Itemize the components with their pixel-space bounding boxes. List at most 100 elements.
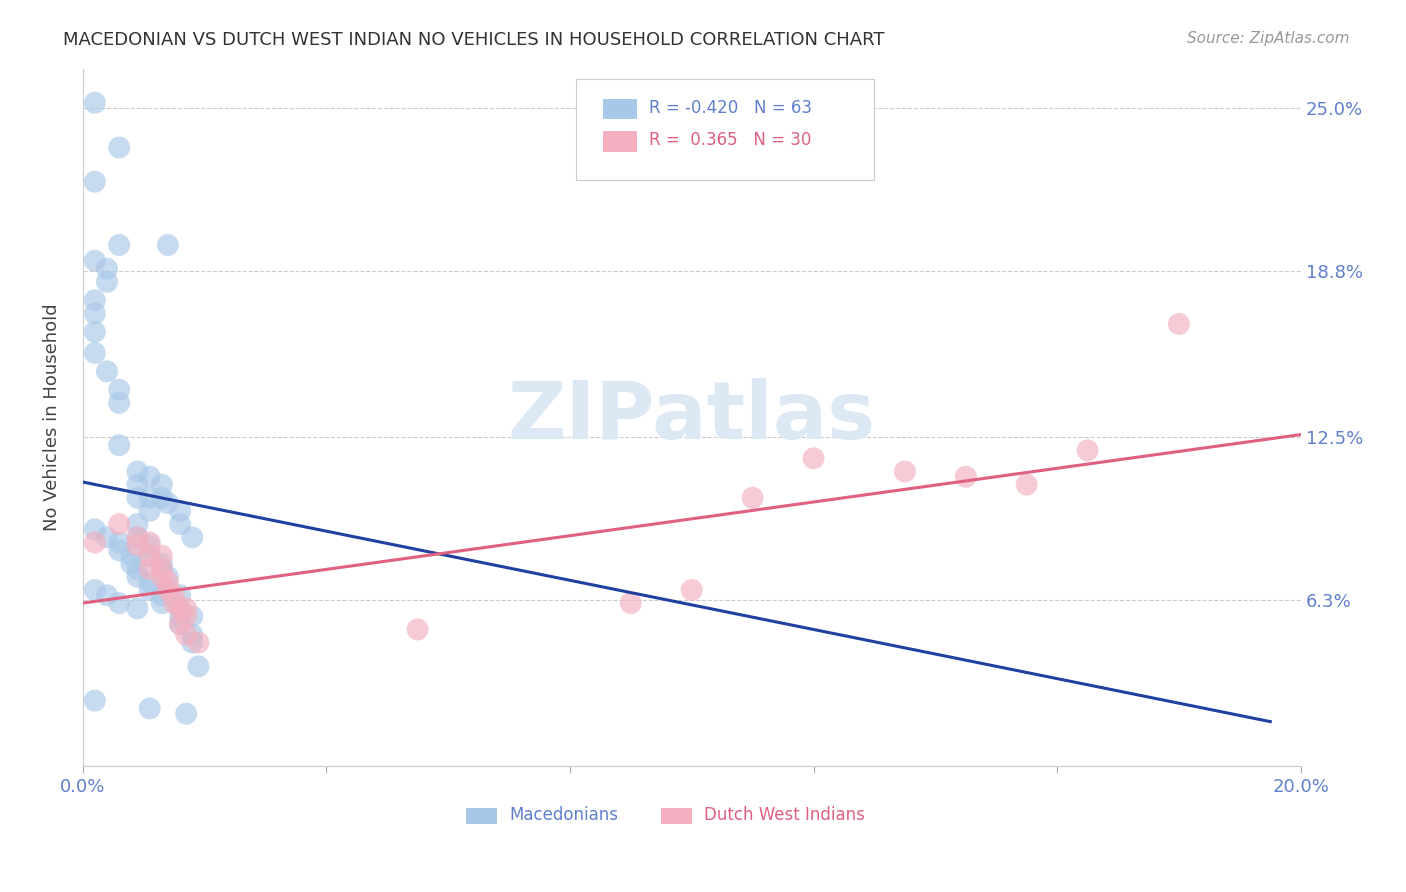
Point <box>83 346 105 360</box>
Point <box>138 562 160 576</box>
Point <box>187 635 209 649</box>
Y-axis label: No Vehicles in Household: No Vehicles in Household <box>44 303 60 532</box>
Point <box>406 623 429 637</box>
Point <box>150 562 173 576</box>
Point <box>169 588 191 602</box>
Point <box>138 549 160 563</box>
Point <box>96 275 118 289</box>
Point <box>83 325 105 339</box>
Point <box>108 396 131 410</box>
Point <box>83 693 105 707</box>
Point <box>83 306 105 320</box>
Point <box>150 477 173 491</box>
Point <box>169 517 191 532</box>
Point <box>138 701 160 715</box>
Text: MACEDONIAN VS DUTCH WEST INDIAN NO VEHICLES IN HOUSEHOLD CORRELATION CHART: MACEDONIAN VS DUTCH WEST INDIAN NO VEHIC… <box>63 31 884 49</box>
Point <box>181 530 204 544</box>
Point <box>741 491 763 505</box>
Point <box>127 601 149 615</box>
Point <box>96 588 118 602</box>
Point <box>174 601 197 615</box>
Point <box>96 364 118 378</box>
Point <box>803 451 825 466</box>
Text: Source: ZipAtlas.com: Source: ZipAtlas.com <box>1187 31 1350 46</box>
Point <box>108 140 131 154</box>
Point <box>169 601 191 615</box>
Point <box>108 383 131 397</box>
Point <box>169 617 191 632</box>
Text: ZIPatlas: ZIPatlas <box>508 378 876 457</box>
Point <box>1015 477 1038 491</box>
Point <box>174 609 197 624</box>
Point <box>181 609 204 624</box>
Point <box>127 562 149 576</box>
Point <box>83 95 105 110</box>
Point <box>150 570 173 584</box>
Point <box>156 238 179 252</box>
Point <box>181 635 204 649</box>
Point <box>96 261 118 276</box>
Point <box>150 491 173 505</box>
Point <box>169 504 191 518</box>
Point <box>169 617 191 632</box>
Text: R =  0.365   N = 30: R = 0.365 N = 30 <box>650 131 811 149</box>
Point <box>169 601 191 615</box>
FancyBboxPatch shape <box>576 79 875 180</box>
Point <box>83 522 105 536</box>
Point <box>83 253 105 268</box>
Point <box>127 477 149 491</box>
Point <box>138 469 160 483</box>
Point <box>955 469 977 483</box>
Point <box>138 538 160 552</box>
FancyBboxPatch shape <box>603 131 637 153</box>
Point <box>138 549 160 563</box>
Point <box>174 706 197 721</box>
Point <box>138 504 160 518</box>
Point <box>169 609 191 624</box>
Point <box>120 557 142 571</box>
Point <box>181 628 204 642</box>
Point <box>108 535 131 549</box>
FancyBboxPatch shape <box>661 808 692 823</box>
Point <box>174 628 197 642</box>
Point <box>96 530 118 544</box>
Point <box>83 293 105 308</box>
Point <box>150 562 173 576</box>
Point <box>127 530 149 544</box>
Point <box>108 596 131 610</box>
Point <box>163 588 186 602</box>
Point <box>156 570 179 584</box>
Point <box>150 588 173 602</box>
Point <box>83 175 105 189</box>
Point <box>108 517 131 532</box>
Point <box>127 465 149 479</box>
Point <box>83 582 105 597</box>
Point <box>138 582 160 597</box>
Point <box>120 549 142 563</box>
Point <box>138 535 160 549</box>
Point <box>150 557 173 571</box>
Text: Dutch West Indians: Dutch West Indians <box>704 806 865 824</box>
Point <box>156 575 179 590</box>
Point <box>1077 443 1099 458</box>
Point <box>127 517 149 532</box>
Point <box>163 596 186 610</box>
Point <box>138 575 160 590</box>
Point <box>1168 317 1191 331</box>
Point <box>150 549 173 563</box>
FancyBboxPatch shape <box>467 808 496 823</box>
Point <box>620 596 643 610</box>
Point <box>156 496 179 510</box>
Text: Macedonians: Macedonians <box>509 806 619 824</box>
Point <box>156 582 179 597</box>
Point <box>150 596 173 610</box>
Point <box>83 535 105 549</box>
Point <box>127 570 149 584</box>
FancyBboxPatch shape <box>603 98 637 120</box>
Point <box>894 465 917 479</box>
Point <box>127 491 149 505</box>
Point <box>681 582 703 597</box>
Point <box>138 491 160 505</box>
Point <box>127 530 149 544</box>
Point <box>127 538 149 552</box>
